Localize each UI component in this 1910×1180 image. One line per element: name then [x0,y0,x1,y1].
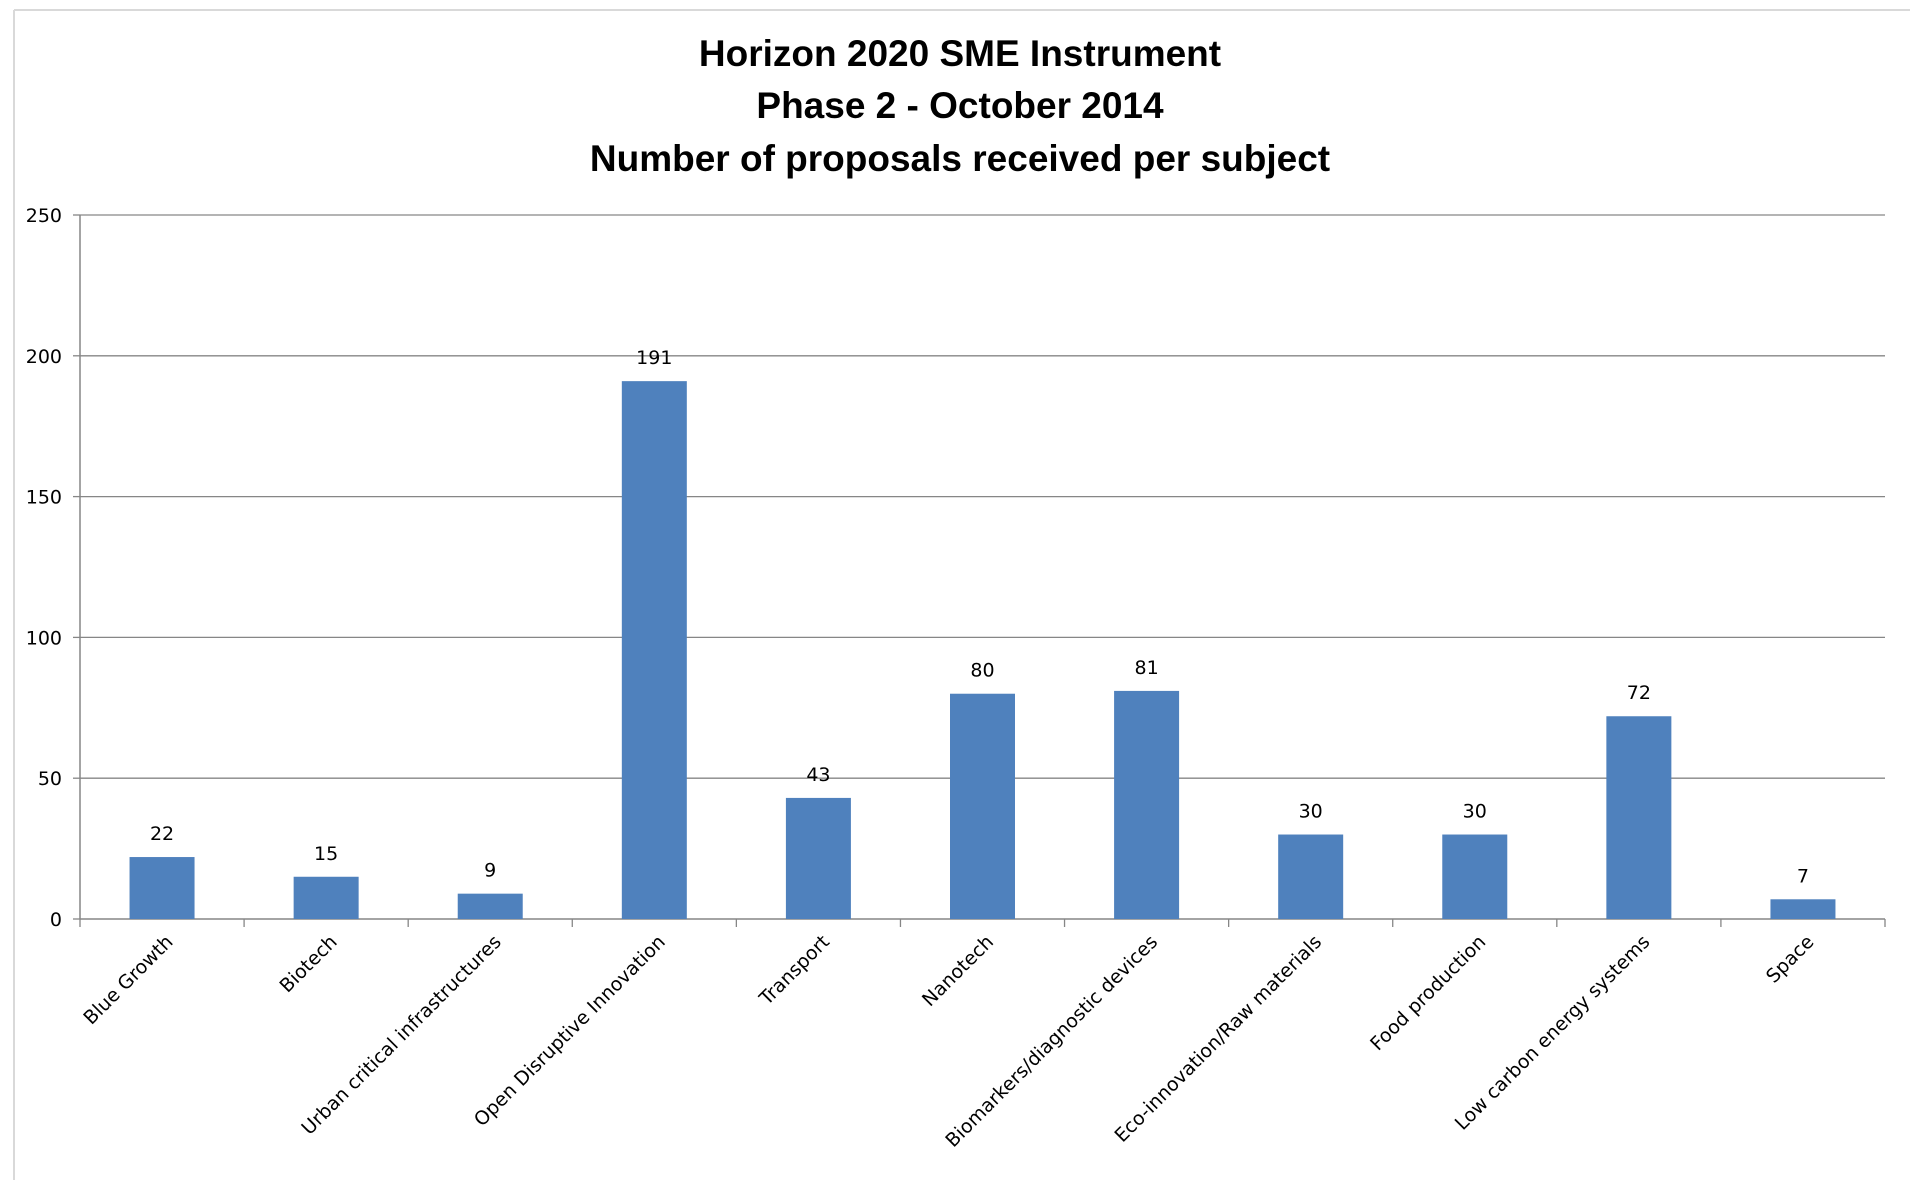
x-axis-tick-marks [79,919,1886,927]
bar [457,893,523,919]
data-label: 7 [1797,865,1809,887]
data-label: 72 [1627,682,1651,704]
y-tick-label: 100 [26,627,62,649]
bar [1770,899,1836,919]
data-labels: 22 15 9 191 43 80 81 30 30 72 7 [150,347,1809,887]
chart-title-line-2: Phase 2 - October 2014 [756,85,1164,126]
y-tick-label: 250 [26,205,62,227]
data-label: 30 [1463,801,1487,823]
data-label: 81 [1134,657,1158,679]
bar [1442,834,1508,919]
chart-title-line-1: Horizon 2020 SME Instrument [699,33,1221,74]
bar [129,857,195,919]
y-tick-label: 200 [26,346,62,368]
y-tick-label: 0 [50,909,62,931]
bar [293,876,359,919]
data-label: 80 [970,660,994,682]
chart-title-line-3: Number of proposals received per subject [590,138,1330,179]
bar [785,797,851,919]
bar [950,693,1015,919]
data-label: 15 [314,843,338,865]
y-tick-label: 150 [26,487,62,509]
chart-title: Horizon 2020 SME Instrument Phase 2 - Oc… [590,33,1330,179]
data-label: 30 [1299,801,1323,823]
bar [1114,690,1180,919]
data-label: 191 [636,347,672,369]
bar [621,381,687,919]
bar [1606,716,1672,919]
y-axis-tick-labels: 0 50 100 150 200 250 [26,205,80,931]
y-tick-label: 50 [38,768,62,790]
data-label: 22 [150,823,174,845]
bars [129,381,1836,919]
data-label: 9 [484,860,496,882]
bar [1278,834,1344,919]
data-label: 43 [806,764,830,786]
